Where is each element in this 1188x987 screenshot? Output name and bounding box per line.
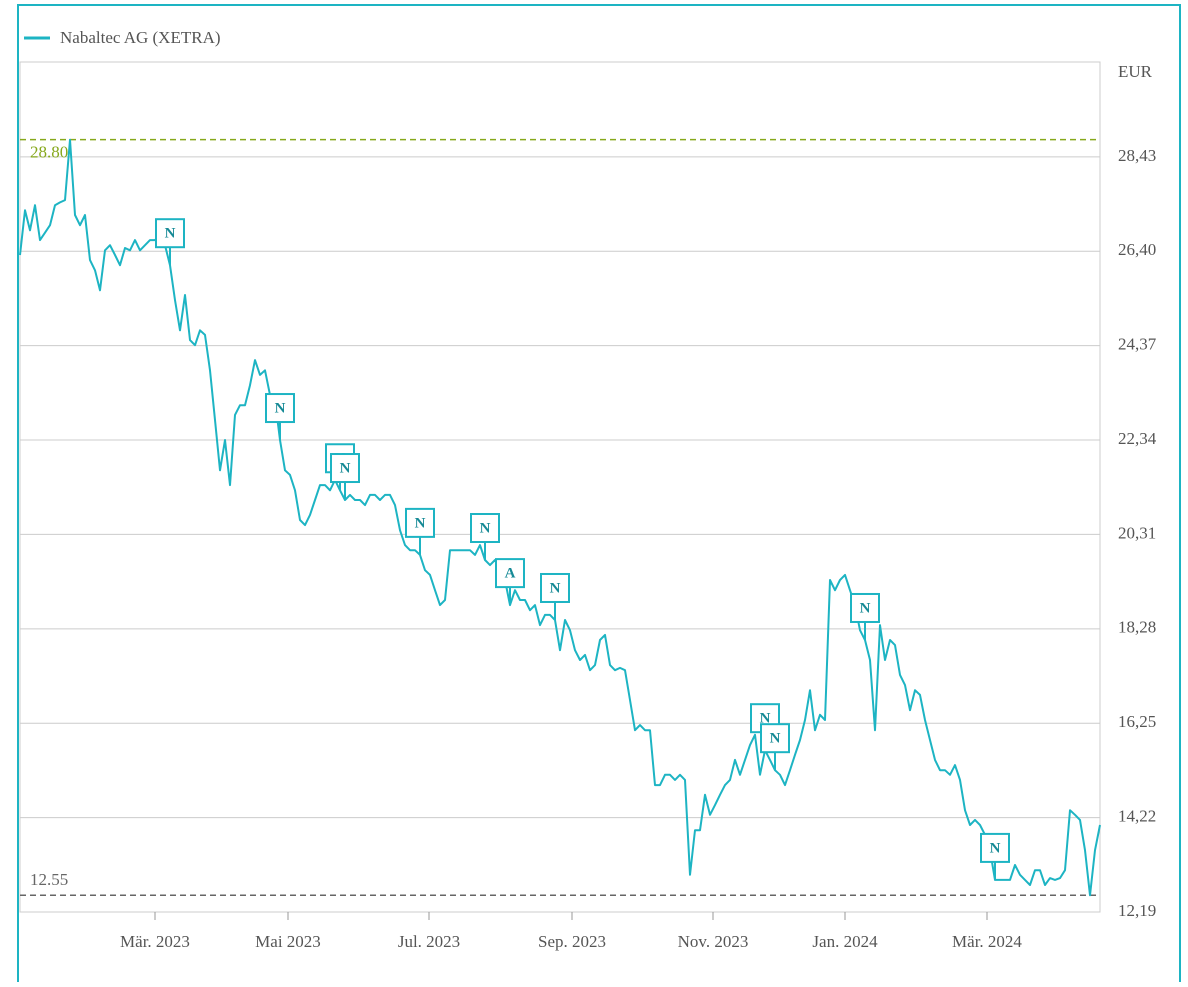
y-tick-label: 24,37 xyxy=(1118,335,1157,354)
plot-border xyxy=(19,61,1101,913)
legend-label: Nabaltec AG (XETRA) xyxy=(60,28,221,47)
annotation-box xyxy=(405,507,435,538)
annotation-box xyxy=(330,453,360,484)
annotation-box xyxy=(155,218,185,249)
x-tick-label: Mär. 2024 xyxy=(952,932,1022,951)
annotation-label: N xyxy=(760,711,771,727)
x-tick-label: Jul. 2023 xyxy=(398,932,460,951)
y-unit: EUR xyxy=(1118,62,1153,81)
y-tick-label: 22,34 xyxy=(1118,429,1157,448)
annotation-box xyxy=(495,558,525,589)
y-tick-label: 20,31 xyxy=(1118,523,1156,542)
annotation-box xyxy=(850,592,880,623)
annotation-label: N xyxy=(990,840,1001,856)
y-tick-label: 12,19 xyxy=(1118,901,1156,920)
annotation-box xyxy=(980,832,1010,863)
x-tick-label: Nov. 2023 xyxy=(678,932,749,951)
annotation-label: N xyxy=(275,400,286,416)
price-line xyxy=(19,138,1101,897)
y-tick-label: 18,28 xyxy=(1118,618,1156,637)
annotation-box xyxy=(540,572,570,603)
y-tick-label: 16,25 xyxy=(1118,712,1156,731)
x-tick-label: Mai 2023 xyxy=(255,932,321,951)
x-tick-label: Mär. 2023 xyxy=(120,932,190,951)
annotation-label: N xyxy=(770,731,781,747)
y-tick-label: 26,40 xyxy=(1118,240,1156,259)
annotation-box xyxy=(265,393,295,424)
y-tick-label: 28,43 xyxy=(1118,146,1156,165)
x-tick-label: Jan. 2024 xyxy=(812,932,878,951)
annotation-label: A xyxy=(505,566,516,582)
x-tick-label: Sep. 2023 xyxy=(538,932,606,951)
annotation-label: N xyxy=(550,580,561,596)
annotation-box xyxy=(470,513,500,544)
annotation-box xyxy=(760,723,790,754)
annotation-label: N xyxy=(165,226,176,242)
reference-label: 28.80 xyxy=(30,143,68,162)
annotation-label: N xyxy=(415,515,426,531)
annotation-label: N xyxy=(860,600,871,616)
reference-label: 12.55 xyxy=(30,870,68,889)
annotation-label: N xyxy=(340,460,351,476)
annotation-label: N xyxy=(480,520,491,536)
frame xyxy=(17,4,1181,987)
y-tick-label: 14,22 xyxy=(1118,807,1156,826)
